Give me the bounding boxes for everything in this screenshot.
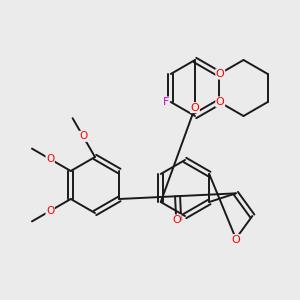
Text: O: O xyxy=(79,131,87,141)
Text: O: O xyxy=(172,215,181,225)
Text: F: F xyxy=(163,97,169,107)
Text: O: O xyxy=(46,206,54,216)
Text: O: O xyxy=(46,154,54,164)
Text: O: O xyxy=(216,69,225,79)
Text: O: O xyxy=(216,97,225,107)
Text: O: O xyxy=(232,235,240,245)
Text: O: O xyxy=(190,103,200,112)
